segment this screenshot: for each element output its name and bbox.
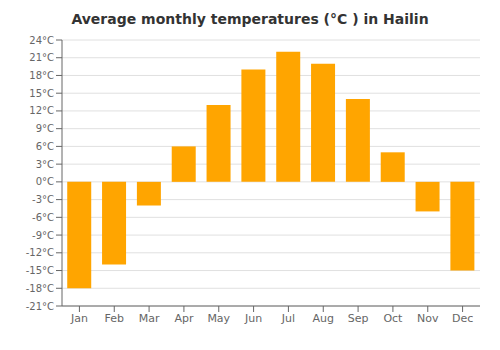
svg-text:0°C: 0°C <box>36 176 54 187</box>
svg-text:Aug: Aug <box>313 312 334 325</box>
svg-text:Sep: Sep <box>348 312 369 325</box>
svg-text:-18°C: -18°C <box>26 283 54 294</box>
svg-text:Nov: Nov <box>417 312 439 325</box>
svg-text:-9°C: -9°C <box>32 230 54 241</box>
svg-text:-21°C: -21°C <box>26 301 54 312</box>
svg-text:May: May <box>207 312 230 325</box>
svg-text:21°C: 21°C <box>29 52 54 63</box>
svg-text:Dec: Dec <box>452 312 473 325</box>
svg-text:Feb: Feb <box>105 312 124 325</box>
svg-text:Mar: Mar <box>139 312 160 325</box>
svg-text:Jan: Jan <box>70 312 88 325</box>
svg-text:-3°C: -3°C <box>32 194 54 205</box>
svg-text:-15°C: -15°C <box>26 265 54 276</box>
svg-text:3°C: 3°C <box>36 159 54 170</box>
svg-text:Apr: Apr <box>174 312 194 325</box>
svg-text:Jun: Jun <box>244 312 262 325</box>
svg-text:Oct: Oct <box>383 312 403 325</box>
svg-text:-12°C: -12°C <box>26 247 54 258</box>
html-text:Average monthly temperatures (: Average monthly temperatures (°C ) in Ha… <box>71 11 429 27</box>
svg-text:6°C: 6°C <box>36 141 54 152</box>
svg-text:Jul: Jul <box>281 312 295 325</box>
svg-text:-6°C: -6°C <box>32 212 54 223</box>
svg-text:12°C: 12°C <box>29 105 54 116</box>
svg-text:24°C: 24°C <box>29 35 54 46</box>
svg-text:18°C: 18°C <box>29 70 54 81</box>
svg-text:9°C: 9°C <box>36 123 54 134</box>
svg-text:15°C: 15°C <box>29 88 54 99</box>
